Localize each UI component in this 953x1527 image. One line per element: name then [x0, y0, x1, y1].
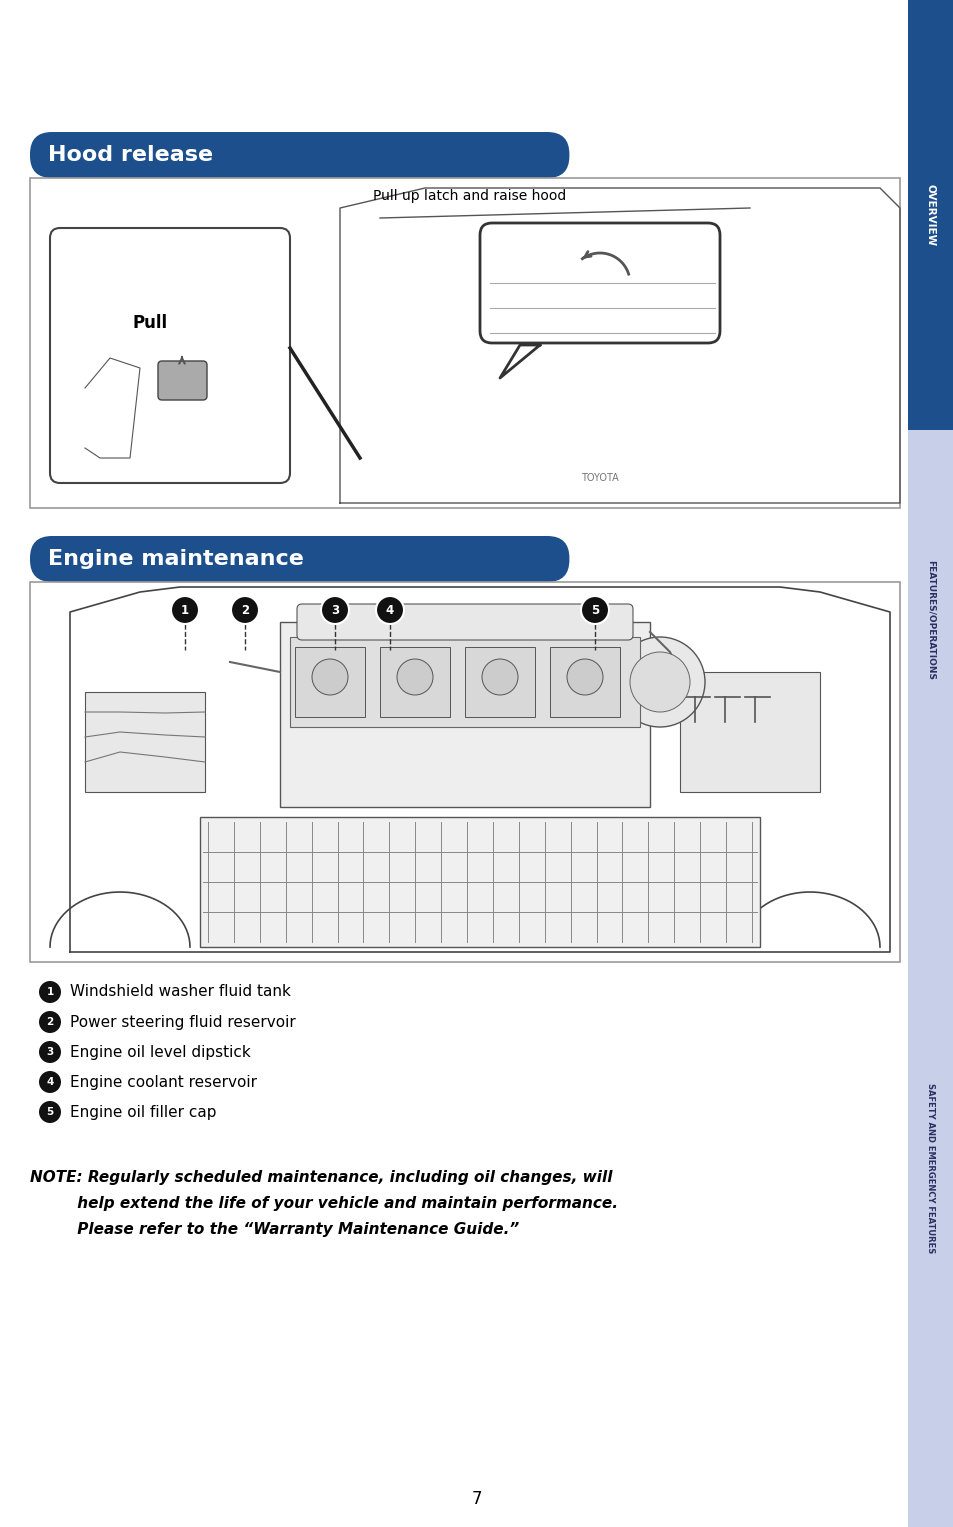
Circle shape — [580, 596, 608, 625]
Circle shape — [396, 660, 433, 695]
FancyBboxPatch shape — [158, 360, 207, 400]
Circle shape — [39, 1011, 61, 1032]
Circle shape — [566, 660, 602, 695]
Text: 3: 3 — [47, 1048, 53, 1057]
FancyBboxPatch shape — [296, 605, 633, 640]
Bar — [550, 647, 619, 718]
Circle shape — [171, 596, 199, 625]
Text: help extend the life of your vehicle and maintain performance.: help extend the life of your vehicle and… — [30, 1196, 618, 1211]
Bar — [907, 0, 953, 431]
Text: 4: 4 — [385, 603, 394, 617]
Text: Pull up latch and raise hood: Pull up latch and raise hood — [373, 189, 566, 203]
Circle shape — [39, 1041, 61, 1063]
Text: Hood release: Hood release — [48, 145, 213, 165]
Text: 3: 3 — [331, 603, 338, 617]
Text: Engine oil level dipstick: Engine oil level dipstick — [70, 1044, 251, 1060]
FancyBboxPatch shape — [30, 131, 569, 179]
FancyBboxPatch shape — [479, 223, 720, 344]
Text: 1: 1 — [47, 986, 53, 997]
Text: Engine coolant reservoir: Engine coolant reservoir — [70, 1075, 256, 1089]
Text: NOTE: Regularly scheduled maintenance, including oil changes, will: NOTE: Regularly scheduled maintenance, i… — [30, 1170, 612, 1185]
Circle shape — [320, 596, 349, 625]
Circle shape — [231, 596, 258, 625]
Circle shape — [39, 1101, 61, 1122]
Text: 5: 5 — [47, 1107, 53, 1116]
Text: Engine oil filler cap: Engine oil filler cap — [70, 1104, 216, 1119]
Text: 2: 2 — [241, 603, 249, 617]
Text: 1: 1 — [181, 603, 189, 617]
Text: TOYOTA: TOYOTA — [580, 473, 618, 483]
Text: FEATURES/OPERATIONS: FEATURES/OPERATIONS — [925, 560, 935, 680]
Circle shape — [615, 637, 704, 727]
Circle shape — [312, 660, 348, 695]
FancyBboxPatch shape — [30, 179, 899, 508]
Circle shape — [39, 980, 61, 1003]
Text: Engine maintenance: Engine maintenance — [48, 550, 304, 570]
Text: 2: 2 — [47, 1017, 53, 1028]
Text: 5: 5 — [590, 603, 598, 617]
Text: 7: 7 — [471, 1490, 482, 1509]
Bar — [280, 621, 649, 806]
FancyBboxPatch shape — [30, 536, 569, 582]
Circle shape — [481, 660, 517, 695]
Text: OVERVIEW: OVERVIEW — [925, 183, 935, 246]
Circle shape — [39, 1070, 61, 1093]
FancyBboxPatch shape — [50, 228, 290, 483]
Circle shape — [375, 596, 403, 625]
Bar — [290, 637, 639, 727]
Bar — [464, 647, 535, 718]
Bar — [200, 817, 760, 947]
Bar — [294, 647, 365, 718]
Bar — [679, 672, 820, 793]
Polygon shape — [499, 345, 539, 379]
Bar — [907, 809, 953, 1527]
Circle shape — [629, 652, 689, 712]
Text: SAFETY AND EMERGENCY FEATURES: SAFETY AND EMERGENCY FEATURES — [925, 1083, 935, 1254]
Bar — [907, 431, 953, 809]
Text: Please refer to the “Warranty Maintenance Guide.”: Please refer to the “Warranty Maintenanc… — [30, 1222, 518, 1237]
Text: Windshield washer fluid tank: Windshield washer fluid tank — [70, 985, 291, 1000]
Text: 4: 4 — [47, 1077, 53, 1087]
Bar — [379, 647, 450, 718]
Text: Pull: Pull — [132, 315, 168, 331]
FancyBboxPatch shape — [30, 582, 899, 962]
Text: Power steering fluid reservoir: Power steering fluid reservoir — [70, 1014, 295, 1029]
Bar — [85, 692, 205, 793]
